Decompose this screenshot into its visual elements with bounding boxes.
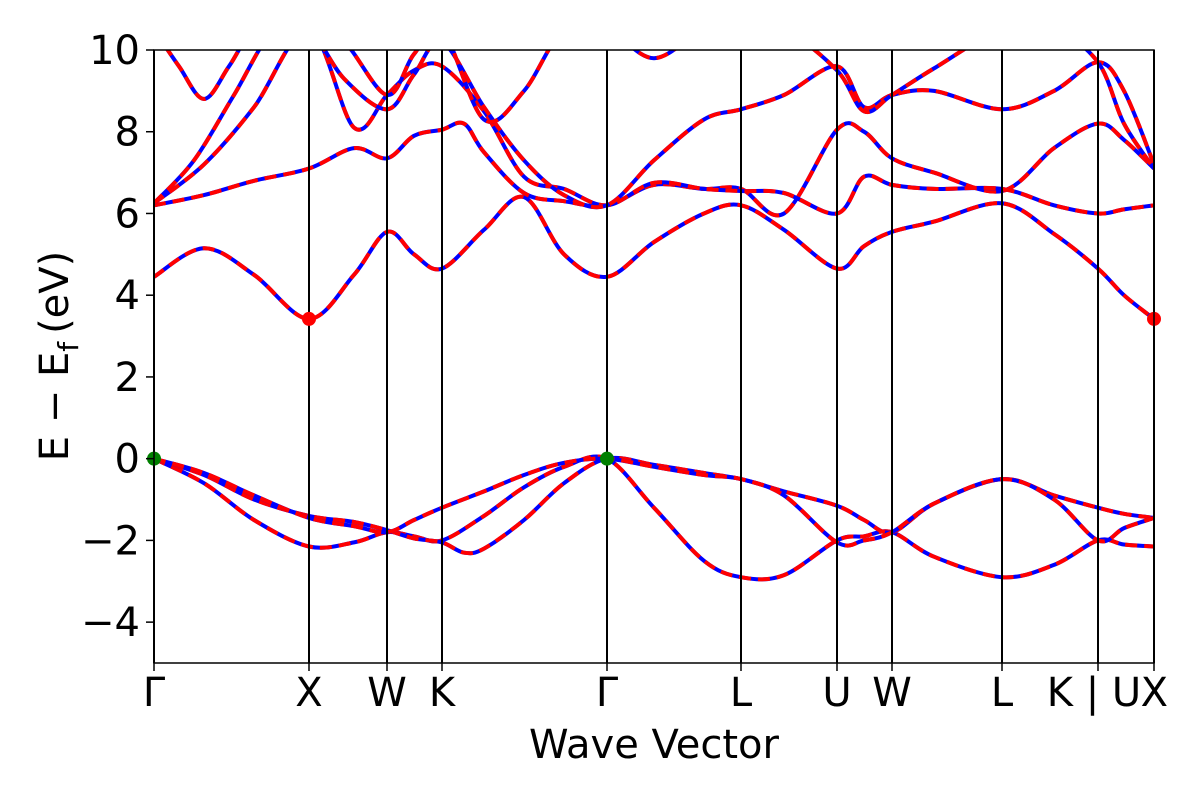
x-axis-title: Wave Vector bbox=[529, 722, 780, 768]
band-line-overlay-4 bbox=[154, 120, 1154, 218]
y-axis-title-unit: (eV) bbox=[32, 251, 78, 334]
bands-layer bbox=[154, 50, 1154, 582]
band-line-overlay-5 bbox=[154, 50, 1154, 216]
y-tick-label-6: 8 bbox=[115, 110, 140, 156]
plot-frame bbox=[153, 49, 1155, 664]
y-tick-label-2: 0 bbox=[115, 437, 140, 483]
y-tick-label-3: 2 bbox=[115, 355, 140, 401]
extrema-markers bbox=[147, 311, 1161, 466]
band-line-2 bbox=[154, 456, 1154, 548]
x-tick-label-3: K bbox=[429, 670, 457, 716]
y-tick-label-7: 10 bbox=[89, 28, 140, 74]
y-tick-label-0: −4 bbox=[81, 600, 140, 646]
y-tick-label-1: −2 bbox=[81, 518, 140, 564]
band-line-overlay-6 bbox=[154, 50, 1154, 210]
high-symmetry-lines bbox=[153, 50, 1155, 663]
band-line-3 bbox=[154, 194, 1154, 321]
y-axis-title-main: E − E bbox=[32, 352, 78, 462]
x-tick-label-7: W bbox=[872, 670, 912, 716]
x-tick-label-0: Γ bbox=[143, 670, 166, 716]
x-tick-label-5: L bbox=[730, 670, 753, 716]
y-axis-title-subscript: f bbox=[52, 341, 85, 352]
band-line-7 bbox=[165, 50, 1154, 170]
x-tick-label-2: W bbox=[367, 670, 407, 716]
x-tick-label-6: U bbox=[822, 670, 851, 716]
band-line-overlay-3 bbox=[154, 194, 1154, 321]
band-line-overlay-2 bbox=[154, 456, 1154, 548]
x-tick-label-10: X bbox=[1141, 670, 1168, 716]
vbm-marker-1 bbox=[600, 451, 614, 466]
y-tick-label-4: 4 bbox=[115, 273, 140, 319]
y-axis-ticks: −4 −2 0 2 4 6 8 10 bbox=[81, 28, 154, 646]
x-tick-label-8: L bbox=[991, 670, 1014, 716]
x-tick-label-9: K | U bbox=[1047, 670, 1141, 716]
band-line-overlay-7 bbox=[165, 50, 1154, 170]
x-tick-label-1: X bbox=[295, 670, 322, 716]
y-tick-label-5: 6 bbox=[115, 191, 140, 237]
x-tick-label-4: Γ bbox=[596, 670, 619, 716]
y-axis-title: E − Ef (eV) bbox=[32, 251, 85, 462]
cbm-marker-0 bbox=[302, 311, 316, 326]
